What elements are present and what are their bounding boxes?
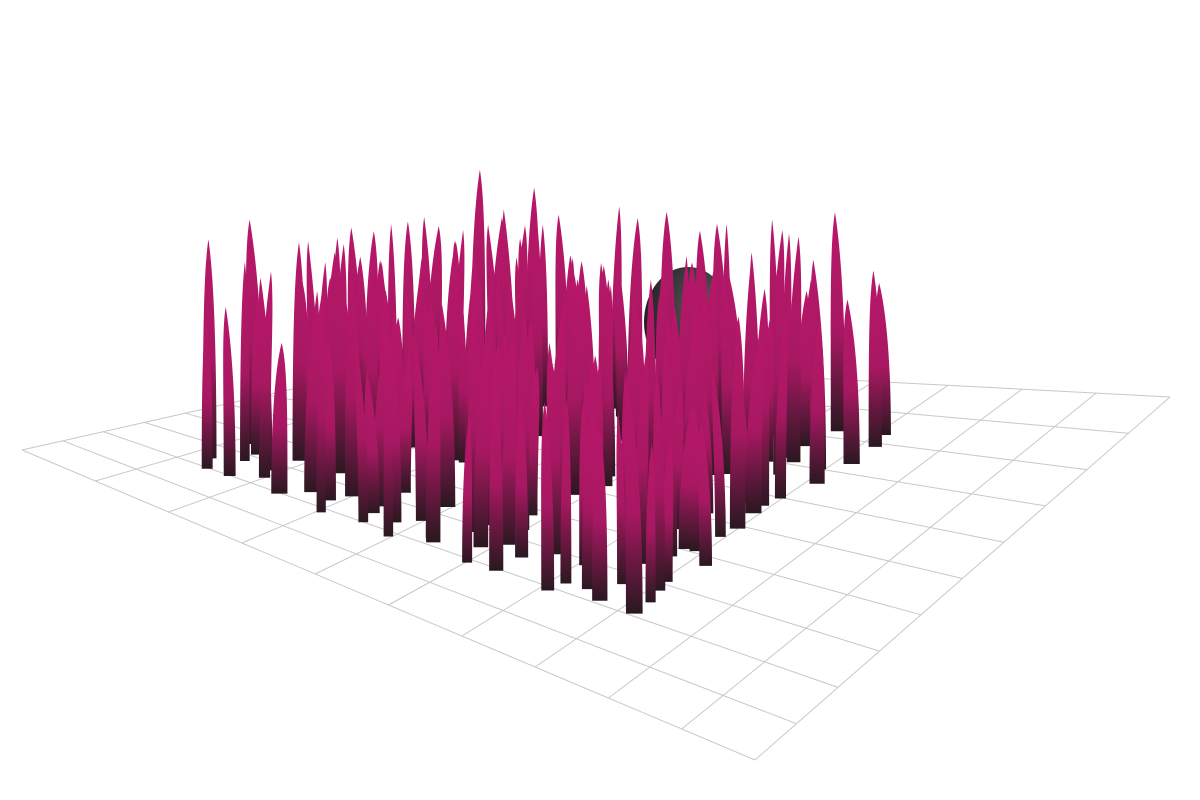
grass-blade bbox=[258, 271, 273, 478]
grass-blade bbox=[602, 285, 613, 487]
grass-blade bbox=[652, 370, 666, 591]
grass-blade bbox=[364, 372, 380, 514]
grid-line bbox=[608, 388, 1023, 699]
grass-blade bbox=[625, 390, 643, 614]
grass-blade bbox=[678, 407, 694, 549]
grass-blade bbox=[413, 341, 430, 521]
grass-blade bbox=[223, 306, 236, 477]
grass-blade bbox=[729, 316, 746, 529]
grass-blades-front bbox=[201, 169, 891, 614]
grass-blade bbox=[292, 242, 307, 461]
grass-blade bbox=[541, 401, 555, 591]
grass-blade bbox=[355, 338, 369, 523]
grass-blade bbox=[843, 299, 860, 465]
grid-line bbox=[681, 392, 1097, 730]
grass-blade bbox=[592, 426, 608, 601]
grass-blade bbox=[698, 419, 713, 566]
grass-blade bbox=[439, 303, 456, 508]
grass-blade bbox=[271, 342, 288, 494]
grass-blade bbox=[712, 370, 726, 537]
grass-blade bbox=[331, 244, 347, 474]
grass-blade bbox=[616, 412, 627, 585]
grass-blade bbox=[383, 328, 394, 537]
grass-blade bbox=[462, 416, 473, 563]
grass-blade bbox=[304, 291, 320, 493]
grass-blade bbox=[426, 322, 441, 543]
grass-blade bbox=[809, 322, 825, 484]
grass-blade bbox=[830, 212, 846, 432]
grass-blade bbox=[500, 352, 517, 545]
grass-blade bbox=[240, 261, 250, 461]
grid-line bbox=[754, 396, 1171, 761]
grass-blade bbox=[645, 442, 656, 603]
grass-blade bbox=[316, 295, 326, 513]
grass-blade bbox=[786, 236, 802, 463]
grass-blade bbox=[560, 399, 572, 584]
grass-blade bbox=[201, 318, 213, 469]
grass-blade bbox=[868, 270, 882, 447]
grass-blade bbox=[515, 400, 529, 558]
grass-blade bbox=[473, 336, 490, 548]
grass-blade bbox=[489, 378, 504, 571]
grass-blade bbox=[745, 329, 764, 514]
grass-blade bbox=[774, 312, 788, 499]
